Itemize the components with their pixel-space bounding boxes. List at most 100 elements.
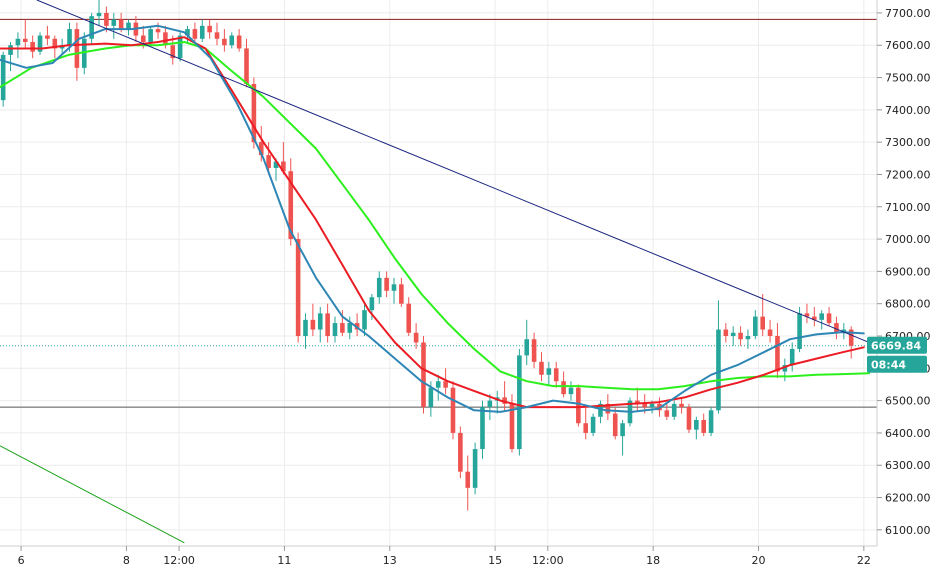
candle-body-105 xyxy=(775,336,780,372)
candle-body-28 xyxy=(207,25,212,33)
candle-body-31 xyxy=(229,35,235,46)
candle-body-23 xyxy=(170,45,176,59)
candle-body-49 xyxy=(362,310,367,330)
candle-body-80 xyxy=(590,416,596,433)
candle-body-76 xyxy=(561,381,566,395)
x-tick-label-3: 11 xyxy=(277,554,291,567)
candle-body-6 xyxy=(45,35,50,39)
candle-body-30 xyxy=(222,38,227,46)
x-tick-label-0: 6 xyxy=(18,554,25,567)
candle-body-73 xyxy=(539,361,544,375)
candle-body-84 xyxy=(620,423,625,437)
candle-body-72 xyxy=(531,339,537,362)
sma-blue-line xyxy=(0,24,865,413)
candle-body-1 xyxy=(8,45,13,55)
candle-body-12 xyxy=(89,16,94,39)
candle-body-103 xyxy=(760,316,766,330)
candle-body-54 xyxy=(399,284,404,304)
candle-body-20 xyxy=(148,29,153,42)
y-tick-label-15: 7600.00 xyxy=(885,39,930,52)
candle-body-40 xyxy=(295,239,301,336)
candle-body-24 xyxy=(177,35,183,59)
candle-body-92 xyxy=(679,403,684,408)
candle-body-100 xyxy=(738,332,743,340)
candle-body-55 xyxy=(406,303,412,333)
x-tick-label-8: 20 xyxy=(751,554,765,567)
candle-body-21 xyxy=(155,29,161,33)
candle-body-17 xyxy=(126,22,131,30)
candle-body-110 xyxy=(812,316,817,320)
candle-body-51 xyxy=(376,277,382,298)
candle-body-101 xyxy=(745,336,751,340)
candle-body-79 xyxy=(583,423,589,433)
candle-body-3 xyxy=(22,38,28,42)
candle-body-114 xyxy=(841,329,847,333)
candle-body-41 xyxy=(303,319,308,336)
candle-body-99 xyxy=(730,332,736,336)
candle-body-35 xyxy=(258,142,264,156)
candle-body-38 xyxy=(281,161,286,172)
candle-body-11 xyxy=(81,38,87,68)
time-axis-area[interactable] xyxy=(0,546,930,576)
y-tick-label-3: 6400.00 xyxy=(885,427,930,440)
candle-body-75 xyxy=(553,368,559,382)
candle-body-15 xyxy=(111,19,117,26)
candle-body-86 xyxy=(635,400,640,404)
candle-body-66 xyxy=(487,400,493,408)
candle-body-60 xyxy=(443,381,448,388)
candle-body-34 xyxy=(251,84,257,143)
candle-body-94 xyxy=(694,420,699,430)
candle-body-33 xyxy=(244,48,249,84)
price-axis-area[interactable] xyxy=(877,0,930,576)
y-tick-label-16: 7700.00 xyxy=(885,7,930,20)
candle-body-50 xyxy=(369,297,375,311)
candle-body-10 xyxy=(74,29,80,68)
countdown-label: 08:44 xyxy=(871,359,906,372)
candle-body-19 xyxy=(140,35,146,42)
candle-body-61 xyxy=(450,387,456,433)
candle-body-5 xyxy=(37,35,43,52)
candle-body-7 xyxy=(52,38,58,49)
candle-body-14 xyxy=(104,12,109,26)
candle-body-82 xyxy=(605,403,611,414)
horizontal-lines xyxy=(0,18,877,408)
price-axis: 6100.006200.006300.006400.006500.006600.… xyxy=(877,7,930,537)
y-tick-label-4: 6500.00 xyxy=(885,395,930,408)
candle-body-104 xyxy=(767,329,773,336)
candle-body-93 xyxy=(686,407,692,430)
candle-body-52 xyxy=(384,277,389,291)
candle-body-77 xyxy=(568,387,574,395)
candle-body-32 xyxy=(236,35,242,49)
candle-body-4 xyxy=(30,42,35,52)
candle-body-78 xyxy=(576,387,581,424)
candle-body-95 xyxy=(701,420,707,433)
candle-body-42 xyxy=(310,319,316,330)
candle-body-53 xyxy=(391,284,397,291)
candle-body-74 xyxy=(546,368,552,375)
candle-body-69 xyxy=(509,403,515,450)
candle-body-0 xyxy=(0,54,6,101)
y-tick-label-7: 6800.00 xyxy=(885,298,930,311)
candle-body-27 xyxy=(199,25,205,39)
candle-body-44 xyxy=(325,313,330,336)
candle-body-83 xyxy=(612,413,618,437)
candle-body-87 xyxy=(642,403,648,408)
candle-body-96 xyxy=(708,410,714,433)
x-tick-label-7: 18 xyxy=(646,554,660,567)
trend-lines xyxy=(0,0,878,544)
y-tick-label-1: 6200.00 xyxy=(885,492,930,505)
y-tick-label-9: 7000.00 xyxy=(885,233,930,246)
candle-body-9 xyxy=(67,29,72,46)
candle-body-43 xyxy=(317,313,323,330)
x-tick-label-9: 22 xyxy=(857,554,871,567)
price-badges: 6669.84 08:44 xyxy=(867,336,927,373)
time-axis: 6 8 12:00 11 13 15 12:00 18 20 22 xyxy=(18,546,871,567)
green-trendline xyxy=(0,445,185,544)
candle-body-29 xyxy=(214,32,220,39)
candle-body-62 xyxy=(458,432,463,472)
candle-body-26 xyxy=(192,29,198,39)
chart-grid xyxy=(0,0,877,546)
candle-body-59 xyxy=(435,381,441,388)
sma-green-line xyxy=(0,41,871,391)
